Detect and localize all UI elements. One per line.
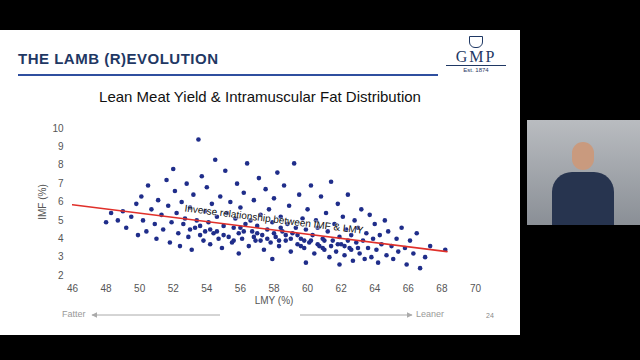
html-text:Fatter: Fatter	[62, 309, 86, 319]
svg-text:2: 2	[58, 270, 64, 281]
html-text:24: 24	[486, 312, 494, 319]
svg-text:46: 46	[67, 283, 79, 294]
svg-text:10: 10	[52, 123, 64, 134]
svg-text:7: 7	[58, 178, 64, 189]
svg-text:68: 68	[436, 283, 448, 294]
svg-text:52: 52	[168, 283, 180, 294]
svg-text:60: 60	[302, 283, 314, 294]
svg-text:3: 3	[58, 251, 64, 262]
html-text:Lean Meat Yield & Intramuscula: Lean Meat Yield & Intramuscular Fat Dist…	[99, 88, 421, 105]
html-text:Est. 1874: Est. 1874	[463, 67, 489, 73]
svg-text:9: 9	[58, 141, 64, 152]
html-text:Leaner: Leaner	[416, 309, 444, 319]
svg-text:54: 54	[201, 283, 213, 294]
svg-text:IMF (%): IMF (%)	[37, 184, 48, 220]
svg-text:62: 62	[336, 283, 348, 294]
svg-text:LMY (%): LMY (%)	[255, 295, 294, 306]
html-text:GMP: GMP	[455, 48, 497, 65]
svg-text:5: 5	[58, 215, 64, 226]
svg-text:48: 48	[101, 283, 113, 294]
svg-text:Inverse relationship between I: Inverse relationship between IMF & LMY	[184, 203, 364, 236]
svg-text:66: 66	[403, 283, 415, 294]
svg-text:70: 70	[470, 283, 482, 294]
svg-text:50: 50	[134, 283, 146, 294]
svg-text:64: 64	[369, 283, 381, 294]
svg-text:8: 8	[58, 159, 64, 170]
svg-text:6: 6	[58, 196, 64, 207]
svg-text:56: 56	[235, 283, 247, 294]
html-text:THE LAMB (R)EVOLUTION: THE LAMB (R)EVOLUTION	[18, 50, 219, 67]
svg-text:4: 4	[58, 233, 64, 244]
svg-text:58: 58	[268, 283, 280, 294]
